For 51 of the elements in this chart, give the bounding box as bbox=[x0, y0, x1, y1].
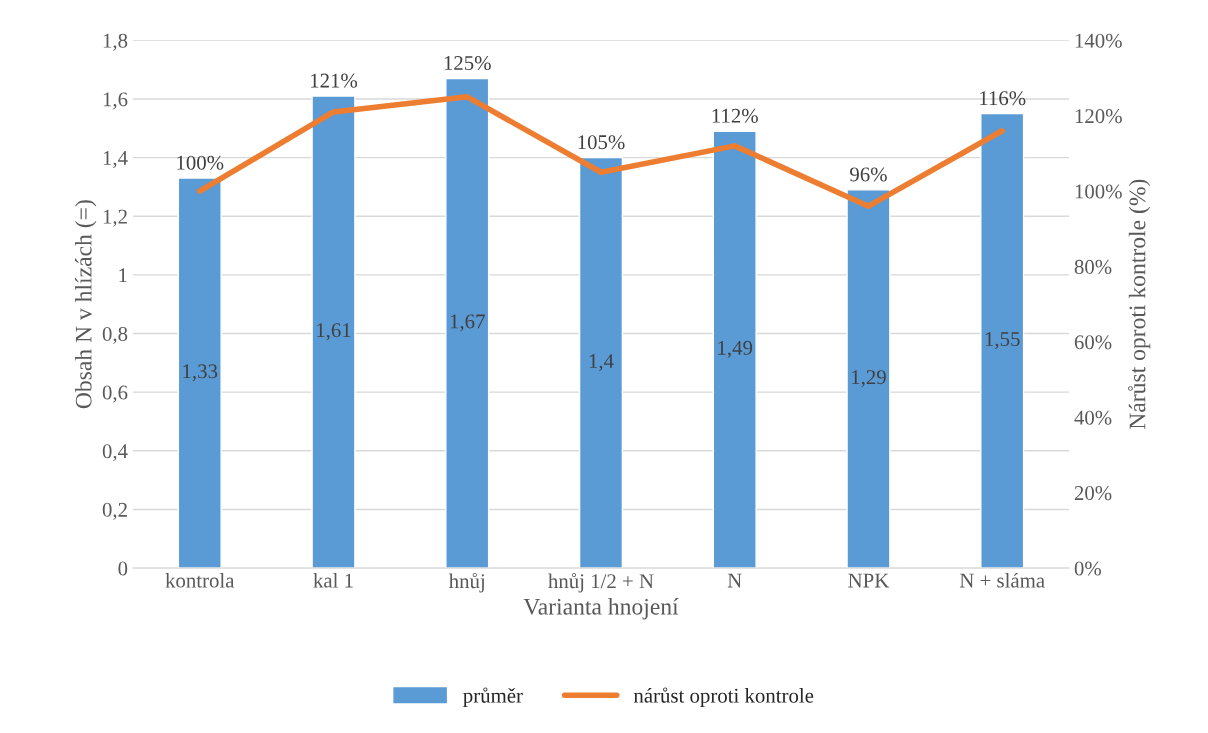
y2-axis-title: Nárůst oproti kontrole (%) bbox=[1128, 179, 1151, 430]
data-label: 1,49 bbox=[718, 340, 753, 358]
data-label: 112% bbox=[712, 108, 758, 123]
y-tick-label: 1,4 bbox=[103, 151, 128, 169]
data-label: 1,4 bbox=[589, 354, 614, 372]
y-tick-label: 0,8 bbox=[102, 326, 128, 344]
x-tick-label: kal 1 bbox=[313, 572, 353, 588]
legend-label: nárůst oproti kontrole bbox=[633, 687, 814, 707]
bar bbox=[846, 189, 891, 569]
bar bbox=[177, 177, 222, 569]
y2-tick-label: 0% bbox=[1074, 561, 1101, 576]
bar bbox=[578, 156, 624, 569]
data-label: 121% bbox=[311, 73, 358, 88]
data-label: 1,67 bbox=[450, 314, 485, 332]
y2-tick-label: 120% bbox=[1075, 109, 1122, 124]
bar bbox=[980, 112, 1025, 569]
y-tick-label: 0,4 bbox=[102, 444, 128, 462]
data-label: 125% bbox=[444, 55, 491, 71]
data-label: 105% bbox=[578, 135, 625, 150]
x-axis-title: Varianta hnojení bbox=[523, 598, 679, 620]
y2-tick-label: 20% bbox=[1074, 486, 1112, 501]
x-tick-label: hnůj 1/2 + N bbox=[548, 572, 654, 593]
y-tick-label: 1,8 bbox=[103, 33, 128, 51]
y-tick-label: 0,2 bbox=[102, 502, 127, 520]
y2-tick-label: 80% bbox=[1074, 259, 1112, 274]
bar bbox=[311, 95, 356, 569]
data-label: 1,33 bbox=[183, 364, 218, 382]
y2-tick-label: 140% bbox=[1075, 33, 1122, 48]
y2-tick-label: 40% bbox=[1074, 410, 1112, 425]
y-tick-label: 0,6 bbox=[102, 385, 128, 403]
bar bbox=[712, 130, 757, 569]
x-tick-label: NPK bbox=[848, 573, 890, 588]
data-label: 100% bbox=[177, 155, 224, 170]
x-tick-label: kontrola bbox=[165, 572, 235, 588]
y2-tick-label: 100% bbox=[1075, 184, 1122, 199]
y-tick-label: 1,2 bbox=[103, 209, 127, 227]
bar bbox=[445, 77, 490, 569]
x-tick-label: N + sláma bbox=[959, 572, 1045, 588]
x-tick-label: N bbox=[727, 573, 742, 588]
data-label: 96% bbox=[850, 167, 887, 182]
y-tick-label: 0 bbox=[118, 561, 128, 576]
data-label: 116% bbox=[980, 91, 1026, 106]
x-tick-label: hnůj bbox=[448, 572, 484, 593]
data-label: 1,29 bbox=[852, 370, 886, 388]
y-tick-label: 1 bbox=[119, 268, 127, 283]
legend-label: průměr bbox=[463, 687, 523, 707]
y-axis-title: Obsah N v hlízách (=) bbox=[74, 200, 97, 409]
data-label: 1,61 bbox=[317, 323, 351, 341]
data-label: 1,55 bbox=[985, 332, 1020, 350]
y2-tick-label: 60% bbox=[1074, 335, 1112, 350]
y-tick-label: 1,6 bbox=[103, 92, 128, 110]
